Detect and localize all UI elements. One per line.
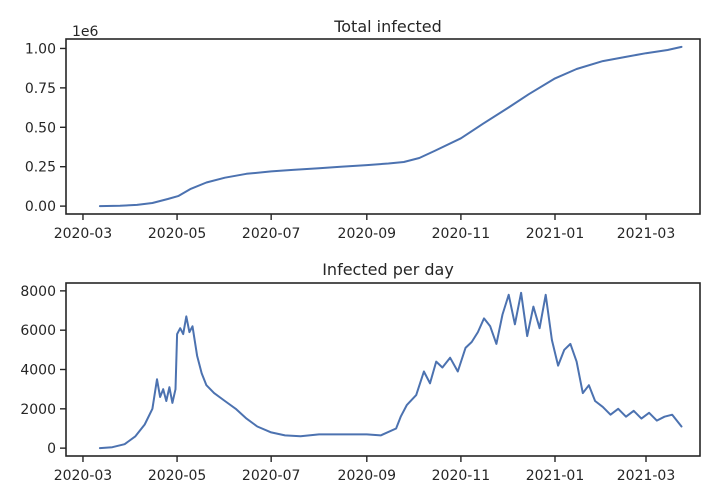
bottom-y-axis: 0 2000 4000 6000 8000 xyxy=(20,284,66,457)
bottom-y-tick-label: 4000 xyxy=(20,363,56,379)
top-chart-panel: Total infected 1e6 0.000.250.500.751.00 … xyxy=(25,17,701,242)
bottom-x-tick-label: 2021-03 xyxy=(617,468,676,484)
bottom-x-tick-label: 2020-07 xyxy=(242,468,301,484)
top-y-tick-label: 0.50 xyxy=(25,120,56,136)
top-x-tick-label: 2020-05 xyxy=(148,226,207,242)
bottom-x-tick-label: 2020-03 xyxy=(54,468,113,484)
bottom-y-tick-label: 8000 xyxy=(20,284,56,300)
top-y-tick-label: 0.25 xyxy=(25,160,56,176)
top-x-tick-label: 2020-09 xyxy=(338,226,397,242)
top-x-tick-label: 2020-07 xyxy=(242,226,301,242)
top-y-tick-label: 0.00 xyxy=(25,199,56,215)
top-y-tick-label: 1.00 xyxy=(25,41,56,57)
bottom-x-tick-label: 2020-11 xyxy=(432,468,491,484)
top-x-tick-label: 2021-03 xyxy=(617,226,676,242)
top-x-tick-label: 2020-11 xyxy=(432,226,491,242)
bottom-y-tick-label: 0 xyxy=(47,441,56,457)
top-plot-frame xyxy=(65,38,701,215)
bottom-x-axis: 2020-03 2020-05 2020-07 2020-09 2020-11 2021-… xyxy=(54,456,676,484)
top-x-tick-label: 2020-03 xyxy=(54,226,113,242)
top-y-offset-label: 1e6 xyxy=(72,24,99,40)
bottom-y-tick-label: 6000 xyxy=(20,323,56,339)
bottom-x-tick-label: 2020-09 xyxy=(338,468,397,484)
top-y-axis: 0.00 0.25 0.50 0.75 1.00 xyxy=(25,41,66,215)
top-series-line xyxy=(98,45,683,208)
bottom-chart-panel: Infected per day 0 2000 4000 6000 8000 2020-… xyxy=(20,260,701,484)
top-chart-title: Total infected xyxy=(333,17,442,36)
bottom-x-tick-label: 2020-05 xyxy=(148,468,207,484)
top-x-tick-label: 2021-01 xyxy=(526,226,585,242)
bottom-y-tick-label: 2000 xyxy=(20,402,56,418)
top-x-axis: 2020-03 2020-05 2020-07 2020-09 2020-11 2021-… xyxy=(54,214,676,242)
top-y-tick-label: 0.75 xyxy=(25,81,56,97)
bottom-x-tick-label: 2021-01 xyxy=(526,468,585,484)
bottom-series-line xyxy=(98,291,683,450)
bottom-plot-frame xyxy=(65,282,701,457)
bottom-chart-title: Infected per day xyxy=(322,260,454,279)
